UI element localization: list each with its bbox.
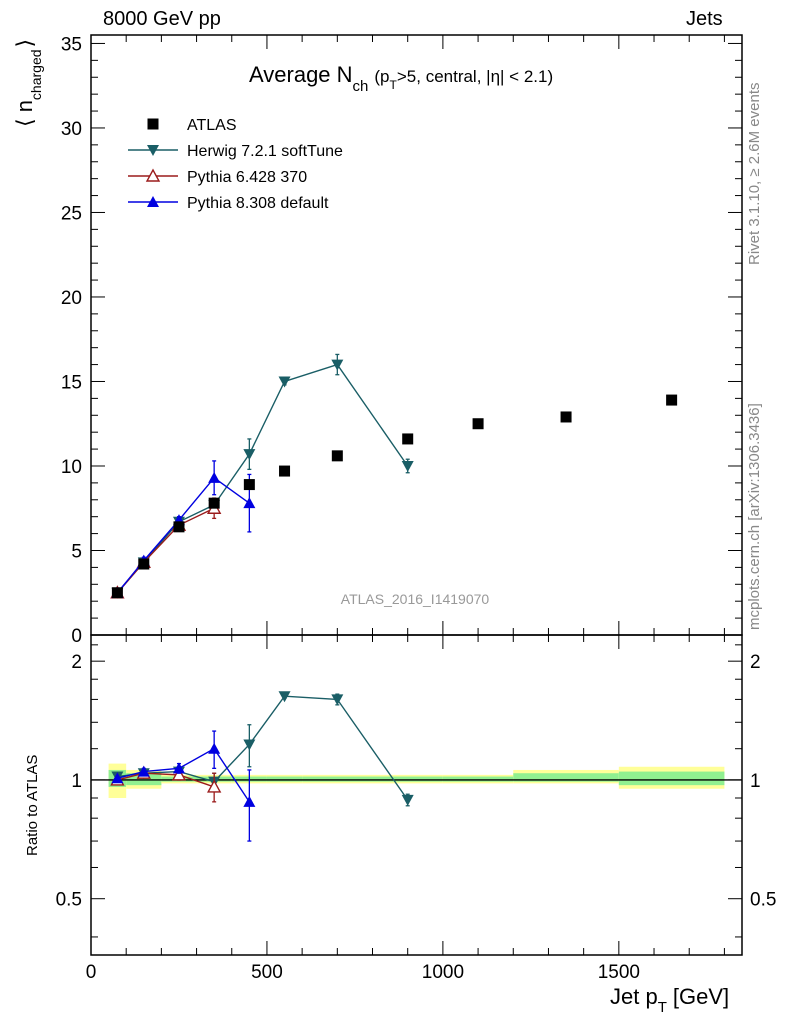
uncertainty-band-inner [372, 776, 443, 782]
x-tick-label: 1500 [598, 962, 640, 983]
pythia-8-308-default-ratio-point [243, 795, 256, 807]
pythia-8-308-default-ratio-point [111, 772, 124, 784]
atlas-data-point [402, 433, 414, 445]
herwig-7-2-1-softtune-ratio-point [401, 794, 414, 806]
ratio-y-tick-label: 1 [71, 771, 82, 792]
uncertainty-band-inner [618, 771, 725, 786]
ratio-y-tick-label-right: 1 [750, 771, 761, 792]
pythia-8-308-default-point [243, 497, 256, 509]
y-tick-label: 15 [61, 372, 82, 393]
herwig-7-2-1-softtune-point [401, 460, 414, 472]
y-tick-label: 30 [61, 119, 82, 140]
legend-label: Herwig 7.2.1 softTune [187, 143, 343, 160]
legend-marker [147, 196, 159, 207]
uncertainty-band-inner [302, 776, 373, 782]
x-tick-label: 0 [86, 962, 97, 983]
y-tick-label: 5 [71, 541, 82, 562]
herwig-7-2-1-softtune-point [331, 359, 344, 371]
x-axis-title: Jet pT [GeV] [610, 984, 729, 1016]
y-tick-label: 10 [61, 457, 82, 478]
atlas-data-point [111, 587, 123, 599]
herwig-7-2-1-softtune-point [278, 376, 291, 388]
legend-marker [147, 118, 159, 130]
y-tick-label: 35 [61, 34, 82, 55]
pythia-8-308-default-ratio-point [208, 742, 221, 754]
atlas-data-point [560, 411, 572, 423]
process-label: 8000 GeV pp [103, 8, 221, 30]
pythia-6-428-370-ratio-point [206, 779, 222, 793]
atlas-data-point [331, 450, 343, 462]
analysis-label: ATLAS_2016_I1419070 [341, 591, 490, 607]
herwig-7-2-1-softtune-ratio-point [243, 739, 256, 751]
pythia-8-308-default-line [116, 476, 250, 594]
legend-marker [147, 145, 159, 156]
pythia-6-428-370-ratio-point [171, 767, 187, 781]
legend-marker [145, 168, 161, 182]
uncertainty-band-inner [442, 776, 514, 782]
atlas-data-point [666, 394, 678, 406]
uncertainty-band-inner [266, 776, 303, 782]
legend: ATLAS Herwig 7.2.1 softTune Pythia 6.428 3… [128, 117, 343, 212]
y-tick-label: 25 [61, 203, 82, 224]
legend-label: Pythia 6.428 370 [187, 169, 307, 186]
atlas-data-point [173, 521, 185, 533]
y-tick-label: 20 [61, 288, 82, 309]
ratio-y-tick-label: 0.5 [56, 890, 82, 911]
main-y-axis-label: ⟨ ncharged⟩ [12, 39, 44, 127]
ratio-y-tick-label: 2 [71, 652, 82, 673]
herwig-7-2-1-softtune-point [243, 449, 256, 461]
ratio-y-tick-label-right: 2 [750, 652, 761, 673]
pythia-6-428-370-line [116, 507, 215, 594]
category-label: Jets [686, 8, 723, 30]
pythia-6-428-370-ratio-line [117, 772, 215, 788]
main-title: Average Nch(pT>5, central, |η| < 2.1) [249, 62, 553, 95]
atlas-data-point [138, 558, 150, 570]
y-tick-label: 0 [71, 626, 82, 647]
pythia-8-308-default-ratio-point [172, 762, 185, 774]
uncertainty-band-inner [513, 773, 619, 782]
herwig-7-2-1-softtune-ratio-point [278, 691, 291, 703]
herwig-7-2-1-softtune-ratio-point [331, 694, 344, 706]
pythia-8-308-default-ratio-point [137, 765, 150, 777]
atlas-data-point [208, 497, 220, 509]
legend-label: Pythia 8.308 default [187, 195, 329, 212]
legend-label: ATLAS [187, 117, 237, 134]
ratio-y-tick-label-right: 0.5 [750, 890, 776, 911]
ratio-panel-frame [90, 634, 743, 956]
pythia-8-308-default-point [208, 471, 221, 483]
atlas-data-point [279, 465, 291, 477]
x-tick-label: 1000 [422, 962, 464, 983]
x-tick-label: 500 [251, 962, 283, 983]
herwig-7-2-1-softtune-line [116, 363, 409, 594]
ratio-y-axis-label: Ratio to ATLAS [24, 755, 41, 856]
atlas-data-point [243, 479, 255, 491]
atlas-data-point [472, 418, 484, 430]
